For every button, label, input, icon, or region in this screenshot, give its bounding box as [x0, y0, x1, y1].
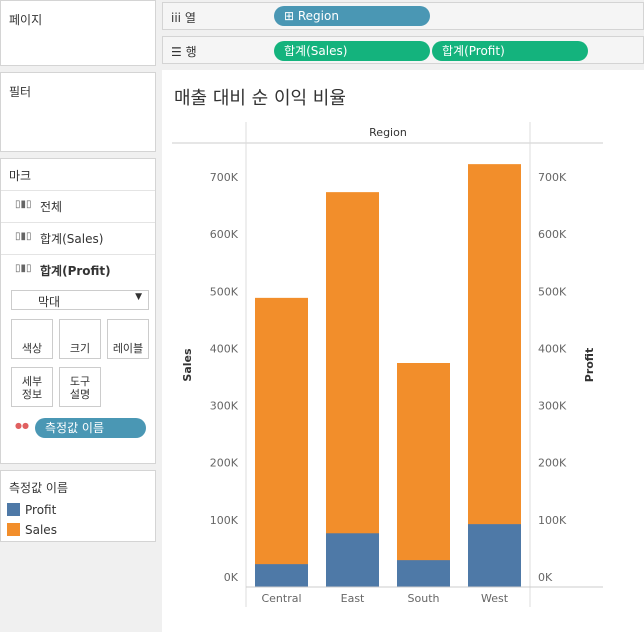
mark-button-label: 도구 — [69, 375, 91, 388]
y-axis-title: Sales — [181, 348, 194, 382]
column-header: Region — [369, 126, 407, 139]
x-tick-label: West — [481, 592, 509, 605]
mark-button-label: 세부 — [21, 375, 43, 388]
mark-button-label: 크기 — [69, 342, 91, 355]
columns-label: iii 열 — [171, 11, 196, 25]
mark-button[interactable]: 도구 설명 — [59, 367, 101, 407]
marks-card: 마크 막대 ▼ 측정값 이름 ●● ▯▮▯ 전체 ▯▮▯ 합계(Sales) ▯▮▯ 합계… — [0, 158, 156, 464]
bar-icon: ▯▮▯ — [15, 263, 32, 274]
y-tick-label: 400K — [210, 342, 239, 355]
y2-tick-label: 100K — [538, 514, 567, 527]
pages-card: 페이지 — [0, 0, 156, 66]
y2-tick-label: 600K — [538, 228, 567, 241]
mark-layer[interactable]: ▯▮▯ 전체 — [1, 190, 155, 222]
filters-card: 필터 — [0, 72, 156, 152]
y-tick-label: 300K — [210, 400, 239, 413]
bar — [397, 363, 450, 587]
y2-tick-label: 500K — [538, 285, 567, 298]
y-tick-label: 700K — [210, 171, 239, 184]
row-pill[interactable]: 합계(Profit) — [432, 41, 588, 61]
mark-layer-label: 합계(Sales) — [40, 232, 104, 246]
bar — [468, 164, 521, 587]
bar — [468, 524, 521, 587]
measure-names-pill[interactable]: 측정값 이름 — [35, 418, 146, 438]
marks-title: 마크 — [9, 169, 32, 183]
y2-tick-label: 0K — [538, 571, 553, 584]
mark-button-label: 레이블 — [112, 342, 144, 355]
dropdown-arrow: ▼ — [135, 292, 142, 302]
color-icon: ●● — [15, 421, 29, 430]
mark-button[interactable]: 색상 — [11, 319, 53, 359]
y-tick-label: 0K — [224, 571, 239, 584]
legend-label: Sales — [25, 523, 57, 537]
mark-button[interactable]: 세부 정보 — [11, 367, 53, 407]
y2-axis-title: Profit — [583, 348, 596, 382]
y2-tick-label: 700K — [538, 171, 567, 184]
legend-card: 측정값 이름 Profit Sales — [0, 470, 156, 542]
x-tick-label: South — [408, 592, 440, 605]
mark-button-label: 색상 — [21, 342, 43, 355]
pages-title: 페이지 — [9, 13, 43, 27]
legend-title: 측정값 이름 — [9, 481, 69, 495]
row-pill[interactable]: 합계(Sales) — [274, 41, 430, 61]
chart-title: 매출 대비 순 이익 비율 — [174, 88, 346, 109]
bar-icon: ▯▮▯ — [15, 231, 32, 242]
mark-type: 막대 — [38, 295, 61, 309]
y2-tick-label: 200K — [538, 457, 567, 470]
bar — [255, 297, 308, 587]
mark-button-label: 설명 — [69, 388, 91, 401]
mark-layer[interactable]: ▯▮▯ 합계(Sales) — [1, 222, 155, 254]
mark-layer[interactable]: ▯▮▯ 합계(Profit) — [1, 254, 155, 286]
bar — [255, 564, 308, 587]
bar — [326, 533, 379, 587]
mark-button[interactable]: 레이블 — [107, 319, 149, 359]
bar — [397, 560, 450, 587]
legend-label: Profit — [25, 503, 57, 517]
mark-button[interactable]: 크기 — [59, 319, 101, 359]
y-tick-label: 100K — [210, 514, 239, 527]
rows-label: ☰ 행 — [171, 45, 197, 59]
bar-icon: ▯▮▯ — [15, 199, 32, 210]
y-tick-label: 200K — [210, 457, 239, 470]
chart: 매출 대비 순 이익 비율 Region Sales Profit 0K 100K… — [162, 70, 644, 632]
bar — [326, 192, 379, 587]
mark-type-dropdown[interactable]: 막대 ▼ — [11, 290, 149, 310]
x-tick-label: East — [341, 592, 365, 605]
y-tick-label: 600K — [210, 228, 239, 241]
filters-title: 필터 — [9, 85, 32, 99]
mark-button-label: 정보 — [21, 388, 43, 401]
mark-layer-label: 전체 — [40, 200, 63, 214]
y2-tick-label: 300K — [538, 400, 567, 413]
legend-swatch — [7, 503, 20, 516]
mark-layer-label: 합계(Profit) — [40, 264, 111, 278]
y-tick-label: 500K — [210, 285, 239, 298]
y2-tick-label: 400K — [538, 342, 567, 355]
column-pill[interactable]: ⊞ Region — [274, 6, 430, 26]
x-tick-label: Central — [261, 592, 301, 605]
legend-swatch — [7, 523, 20, 536]
